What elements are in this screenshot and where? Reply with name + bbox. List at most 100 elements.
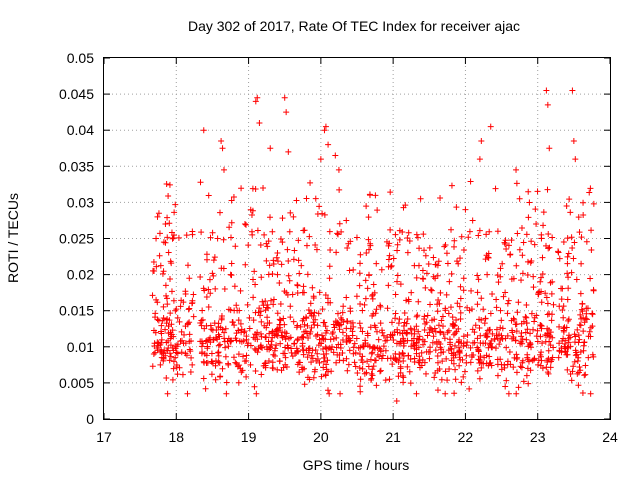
data-point-marker [438, 317, 445, 324]
data-point-marker [582, 362, 589, 369]
data-point-marker [269, 270, 276, 277]
data-point-marker [177, 338, 184, 345]
data-point-marker [434, 352, 441, 359]
data-point-marker [404, 234, 411, 241]
x-axis-label: GPS time / hours [303, 457, 410, 473]
data-point-marker [176, 364, 183, 371]
data-point-marker [232, 359, 239, 366]
data-point-marker [397, 338, 404, 345]
data-point-marker [438, 346, 445, 353]
data-point-marker [285, 148, 292, 155]
data-point-marker [151, 340, 158, 347]
y-tick-label: 0.01 [67, 339, 94, 355]
data-point-marker [152, 310, 159, 317]
data-point-marker [439, 313, 446, 320]
data-point-marker [531, 318, 538, 325]
data-point-marker [277, 340, 284, 347]
data-point-marker [257, 241, 264, 248]
data-point-marker [330, 349, 337, 356]
data-point-marker [369, 372, 376, 379]
data-point-marker [154, 213, 161, 220]
data-point-marker [573, 351, 580, 358]
data-point-marker [170, 358, 177, 365]
data-point-marker [437, 195, 444, 202]
data-point-marker [580, 328, 587, 335]
data-point-marker [401, 319, 408, 326]
data-point-marker [280, 350, 287, 357]
data-point-marker [576, 336, 583, 343]
data-point-marker [457, 309, 464, 316]
data-point-marker [530, 273, 537, 280]
data-point-marker [422, 252, 429, 259]
data-point-marker [181, 331, 188, 338]
data-point-marker [296, 369, 303, 376]
data-point-marker [392, 231, 399, 238]
data-point-marker [474, 335, 481, 342]
data-point-marker [334, 310, 341, 317]
data-point-marker [538, 299, 545, 306]
data-point-marker [518, 364, 525, 371]
data-point-marker [167, 276, 174, 283]
data-point-marker [427, 286, 434, 293]
data-point-marker [328, 368, 335, 375]
data-point-marker [567, 209, 574, 216]
data-point-marker [489, 290, 496, 297]
data-point-marker [209, 229, 216, 236]
data-point-marker [251, 268, 258, 275]
data-point-marker [184, 390, 191, 397]
data-point-marker [264, 314, 271, 321]
data-point-marker [393, 357, 400, 364]
data-point-marker [294, 322, 301, 329]
data-point-marker [523, 372, 530, 379]
data-point-marker [238, 369, 245, 376]
data-point-marker [197, 179, 204, 186]
data-point-marker [362, 277, 369, 284]
data-point-marker [186, 331, 193, 338]
data-point-marker [474, 272, 481, 279]
data-point-marker [396, 330, 403, 337]
data-point-marker [339, 329, 346, 336]
data-point-marker [386, 376, 393, 383]
data-point-marker [533, 220, 540, 227]
data-point-marker [467, 178, 474, 185]
data-point-marker [380, 343, 387, 350]
data-point-marker [588, 227, 595, 234]
data-point-marker [378, 266, 385, 273]
data-point-marker [482, 256, 489, 263]
data-point-marker [235, 317, 242, 324]
data-point-marker [435, 296, 442, 303]
data-point-marker [291, 247, 298, 254]
data-point-marker [312, 316, 319, 323]
data-point-marker [583, 305, 590, 312]
data-point-marker [434, 367, 441, 374]
data-point-marker [271, 353, 278, 360]
data-point-marker [446, 365, 453, 372]
data-point-marker [219, 145, 226, 152]
data-point-marker [294, 361, 301, 368]
data-point-marker [502, 241, 509, 248]
data-point-marker [286, 228, 293, 235]
data-point-marker [149, 267, 156, 274]
data-point-marker [526, 339, 533, 346]
data-point-marker [513, 390, 520, 397]
data-point-marker [168, 229, 175, 236]
data-point-marker [565, 332, 572, 339]
data-point-marker [188, 300, 195, 307]
data-point-marker [203, 352, 210, 359]
data-point-marker [210, 272, 217, 279]
data-point-marker [276, 321, 283, 328]
data-point-marker [408, 330, 415, 337]
data-point-marker [565, 344, 572, 351]
data-point-marker [555, 354, 562, 361]
data-point-marker [538, 231, 545, 238]
data-point-marker [413, 274, 420, 281]
data-point-marker [590, 200, 597, 207]
data-point-marker [236, 307, 243, 314]
data-point-marker [343, 355, 350, 362]
data-point-marker [359, 353, 366, 360]
data-point-marker [304, 271, 311, 278]
data-point-marker [301, 321, 308, 328]
data-point-marker [287, 314, 294, 321]
y-axis: 0 0.005 0.01 0.015 0.02 0.025 0.03 0.035 0.04 0.0… [59, 50, 610, 427]
data-point-marker [565, 250, 572, 257]
